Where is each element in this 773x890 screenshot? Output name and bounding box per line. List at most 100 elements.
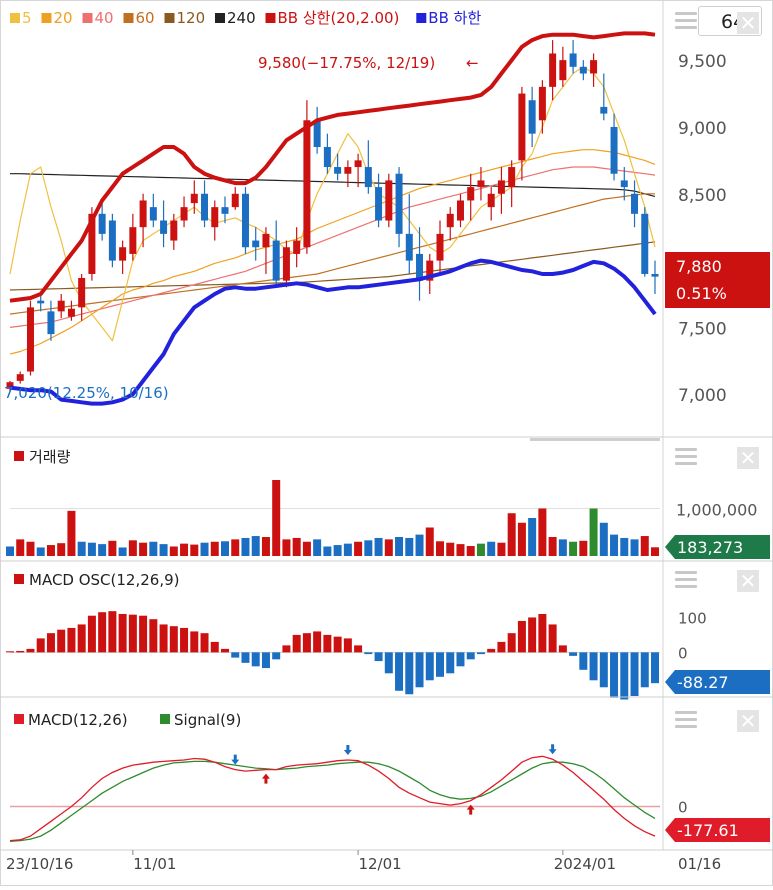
volume-bar bbox=[395, 537, 404, 556]
candle-body bbox=[231, 193, 239, 208]
candle-body bbox=[497, 180, 505, 194]
osc-bar bbox=[384, 652, 393, 674]
volume-bar bbox=[200, 542, 209, 556]
osc-bar bbox=[630, 652, 639, 696]
high-arrow-icon: ← bbox=[466, 54, 479, 72]
volume-bar bbox=[456, 544, 465, 556]
sell-signal-icon bbox=[343, 744, 352, 755]
candle-body bbox=[88, 213, 96, 274]
candle-body bbox=[201, 193, 209, 221]
volume-bar bbox=[528, 518, 537, 556]
legend-swatch bbox=[416, 13, 427, 23]
volume-bar bbox=[476, 543, 485, 556]
x-tick-label: 12/01 bbox=[358, 855, 401, 873]
volume-bar bbox=[589, 508, 598, 556]
legend-swatch bbox=[123, 13, 134, 23]
macd-osc-panel-menu-icon[interactable] bbox=[673, 569, 699, 591]
osc-bar bbox=[221, 648, 229, 653]
volume-bar bbox=[251, 536, 260, 556]
osc-bar bbox=[620, 652, 629, 700]
osc-bar bbox=[139, 615, 148, 653]
volume-bar bbox=[118, 547, 127, 556]
sell-signal-icon bbox=[231, 754, 240, 765]
macd-osc-panel-close-icon[interactable]: ✕ bbox=[737, 570, 759, 592]
candle-body bbox=[160, 220, 168, 234]
bb-upper-line bbox=[9, 31, 656, 303]
osc-title: MACD OSC(12,26,9) bbox=[29, 571, 180, 589]
volume-bar bbox=[231, 539, 240, 556]
osc-bar bbox=[446, 652, 455, 674]
macd-ytick-label: 0 bbox=[678, 799, 688, 817]
volume-bar bbox=[620, 537, 629, 556]
osc-last-value: -88.27 bbox=[677, 673, 729, 692]
volume-bar bbox=[149, 541, 158, 556]
volume-bar bbox=[159, 544, 168, 556]
legend-swatch bbox=[10, 13, 20, 23]
candle-body bbox=[405, 233, 413, 261]
volume-bar bbox=[558, 539, 567, 556]
candle-body bbox=[518, 93, 526, 161]
legend-label: 20 bbox=[54, 9, 73, 27]
macd-legend-label: MACD(12,26) bbox=[28, 711, 128, 729]
price-ytick-label: 7,500 bbox=[678, 319, 727, 339]
volume-bar bbox=[354, 541, 363, 556]
legend-label: BB 상한(20,2.00) bbox=[278, 9, 400, 27]
volume-panel-close-icon[interactable]: ✕ bbox=[737, 447, 759, 469]
price-panel-close-icon[interactable]: ✕ bbox=[737, 12, 759, 34]
candle-body bbox=[221, 207, 229, 214]
volume-bar bbox=[640, 536, 649, 556]
price-panel[interactable]: 7,0007,5008,0008,5009,0009,5005204060120… bbox=[4, 9, 770, 406]
osc-bar bbox=[190, 631, 199, 653]
bb-lower-line bbox=[9, 258, 657, 406]
volume-panel[interactable]: 거래량 1,000,000 183,273 bbox=[6, 448, 770, 559]
osc-bar bbox=[425, 652, 434, 681]
candle-body bbox=[211, 207, 219, 228]
last-price-change: 0.51% bbox=[676, 284, 727, 303]
macd-panel-menu-icon[interactable] bbox=[673, 709, 699, 731]
price-ytick-label: 9,000 bbox=[678, 119, 727, 139]
candle-body bbox=[446, 213, 454, 228]
volume-panel-menu-icon[interactable] bbox=[673, 446, 699, 468]
osc-bar bbox=[149, 619, 158, 653]
volume-bar bbox=[538, 508, 547, 556]
volume-bar bbox=[241, 537, 250, 556]
ma20-line bbox=[9, 149, 656, 355]
candle-body bbox=[78, 277, 86, 308]
osc-bar bbox=[26, 648, 35, 653]
osc-bar bbox=[313, 631, 322, 653]
osc-bar bbox=[497, 641, 506, 653]
osc-bar bbox=[395, 652, 404, 691]
candle-body bbox=[456, 200, 464, 221]
ma120-line bbox=[9, 241, 656, 291]
price-panel-menu-icon[interactable] bbox=[673, 10, 699, 32]
volume-bar bbox=[139, 542, 148, 556]
osc-bar bbox=[640, 652, 649, 688]
osc-bar bbox=[507, 633, 516, 653]
macd-panel-close-icon[interactable]: ✕ bbox=[737, 710, 759, 732]
candle-body bbox=[528, 100, 536, 134]
candle-body bbox=[252, 240, 260, 248]
osc-bar bbox=[98, 612, 107, 653]
osc-bar bbox=[579, 652, 588, 670]
volume-bar bbox=[46, 545, 55, 556]
osc-bar bbox=[517, 620, 526, 653]
volume-bar bbox=[374, 537, 383, 556]
osc-bar bbox=[251, 652, 260, 667]
candle-body bbox=[303, 120, 311, 248]
last-price-badge bbox=[665, 252, 770, 308]
price-ytick-label: 8,500 bbox=[678, 186, 727, 206]
volume-bar bbox=[446, 542, 455, 556]
price-ytick-label: 9,500 bbox=[678, 52, 727, 72]
ma240-line bbox=[10, 173, 656, 197]
candle-body bbox=[37, 300, 45, 304]
candle-body bbox=[538, 86, 546, 121]
legend-label: 5 bbox=[22, 9, 32, 27]
candle-body bbox=[416, 253, 424, 281]
osc-bar bbox=[46, 633, 55, 653]
macd-panel[interactable]: MACD(12,26) Signal(9) 0 -177.61 bbox=[9, 711, 770, 842]
sell-signal-icon bbox=[548, 744, 557, 755]
candle-body bbox=[262, 233, 270, 248]
osc-bar bbox=[343, 638, 352, 653]
